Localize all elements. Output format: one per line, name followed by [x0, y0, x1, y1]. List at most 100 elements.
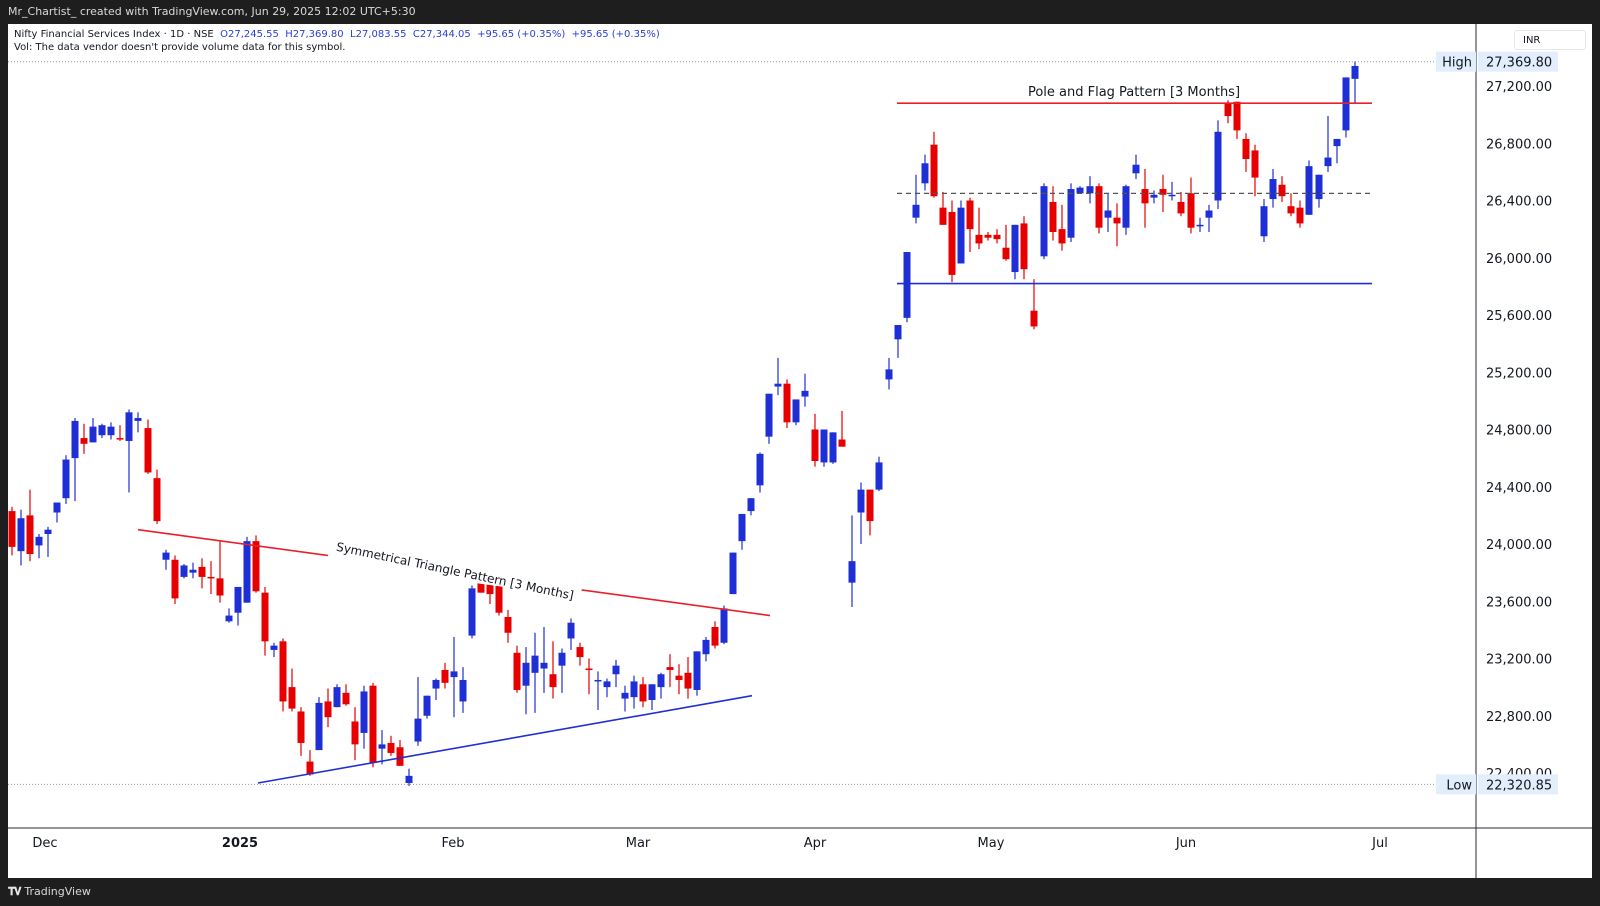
candle: [540, 662, 548, 669]
high-value: H27,369.80: [285, 29, 344, 40]
candle: [756, 453, 764, 486]
candle: [576, 647, 584, 658]
change-value-2: +95.65 (+0.35%): [571, 29, 660, 40]
candle: [486, 584, 494, 595]
low-label: Low: [1446, 778, 1472, 793]
tradingview-logo-icon: 𝐓𝐕: [8, 885, 21, 898]
candle: [171, 559, 179, 599]
candle: [1049, 201, 1057, 232]
candle: [720, 608, 728, 643]
price-tick: 26,000.00: [1486, 252, 1552, 267]
candle: [912, 204, 920, 218]
attribution-bar: Mr_Chartist_ created with TradingView.co…: [0, 0, 1600, 24]
candle: [477, 582, 485, 593]
candle: [261, 592, 269, 642]
candle: [621, 692, 629, 699]
candle: [693, 651, 701, 690]
candle: [585, 668, 593, 671]
candle: [1141, 189, 1149, 204]
candle: [1315, 174, 1323, 200]
candle: [747, 498, 755, 512]
candle: [801, 390, 809, 397]
chart-frame[interactable]: Symmetrical Triangle Pattern [3 Months] P…: [8, 24, 1592, 878]
candle: [414, 718, 422, 742]
candle: [885, 369, 893, 380]
candle: [450, 671, 458, 678]
candle: [948, 211, 956, 275]
candle: [1113, 217, 1121, 224]
symbol-name[interactable]: Nifty Financial Services Index · 1D · NS…: [14, 29, 214, 40]
candle: [71, 420, 79, 459]
candle: [1351, 65, 1359, 79]
candle: [774, 383, 782, 387]
candle: [866, 489, 874, 522]
candle: [134, 418, 142, 421]
ohlc-line: Nifty Financial Services Index · 1D · NS…: [14, 28, 660, 41]
candle: [270, 645, 278, 650]
candle: [80, 438, 88, 444]
change-value: +95.65 (+0.35%): [477, 29, 566, 40]
time-tick: 2025: [222, 836, 258, 851]
candle: [1086, 186, 1094, 194]
attribution-text: Mr_Chartist_ created with TradingView.co…: [8, 5, 416, 18]
candle: [1242, 138, 1250, 159]
candle: [684, 672, 692, 689]
candle: [522, 662, 530, 686]
candle: [1269, 179, 1277, 200]
candle: [1324, 157, 1332, 167]
price-tick: 23,200.00: [1486, 653, 1552, 668]
candle: [648, 684, 656, 701]
footer: 𝐓𝐕 TradingView: [8, 878, 91, 906]
candle: [8, 511, 16, 547]
candle: [975, 234, 983, 244]
candle: [1177, 201, 1185, 214]
candle: [894, 325, 902, 340]
blue-trendline[interactable]: [257, 694, 753, 784]
candlestick-chart[interactable]: Symmetrical Triangle Pattern [3 Months] P…: [8, 24, 1592, 878]
candle: [1011, 224, 1019, 273]
candle: [342, 692, 350, 705]
price-tick: 24,400.00: [1486, 481, 1552, 496]
candle: [468, 588, 476, 636]
candle: [1168, 194, 1176, 197]
candle: [612, 665, 620, 675]
candle: [603, 681, 611, 688]
time-tick: Mar: [626, 836, 651, 851]
price-tick: 27,200.00: [1486, 80, 1552, 95]
candle: [702, 639, 710, 655]
candle: [829, 432, 837, 463]
candle: [939, 207, 947, 225]
candle: [1040, 186, 1048, 257]
candle: [765, 393, 773, 437]
candle: [1104, 210, 1112, 218]
candle: [423, 695, 431, 716]
candle: [17, 518, 25, 552]
symbol-legend: Nifty Financial Services Index · 1D · NS…: [14, 28, 660, 54]
candle: [405, 775, 413, 784]
candle: [369, 685, 377, 763]
candle: [594, 679, 602, 682]
candle: [459, 679, 467, 702]
high-label: High: [1442, 56, 1472, 71]
candle: [729, 552, 737, 595]
candle: [351, 721, 359, 745]
candle: [297, 711, 305, 743]
candle: [930, 144, 938, 197]
candle: [35, 536, 43, 546]
candle: [1205, 210, 1213, 218]
candle: [1305, 166, 1313, 215]
candles[interactable]: [8, 61, 1359, 786]
candle: [378, 744, 386, 749]
currency-button[interactable]: INR: [1514, 30, 1586, 50]
candle: [144, 428, 152, 473]
candle: [738, 513, 746, 542]
time-tick: Dec: [32, 836, 57, 851]
price-tick: 25,200.00: [1486, 366, 1552, 381]
candle: [315, 702, 323, 751]
candle: [1058, 229, 1066, 244]
price-tick: 26,400.00: [1486, 195, 1552, 210]
candle: [396, 747, 404, 766]
candle: [504, 616, 512, 633]
candle: [1287, 206, 1295, 214]
time-tick: May: [978, 836, 1005, 851]
